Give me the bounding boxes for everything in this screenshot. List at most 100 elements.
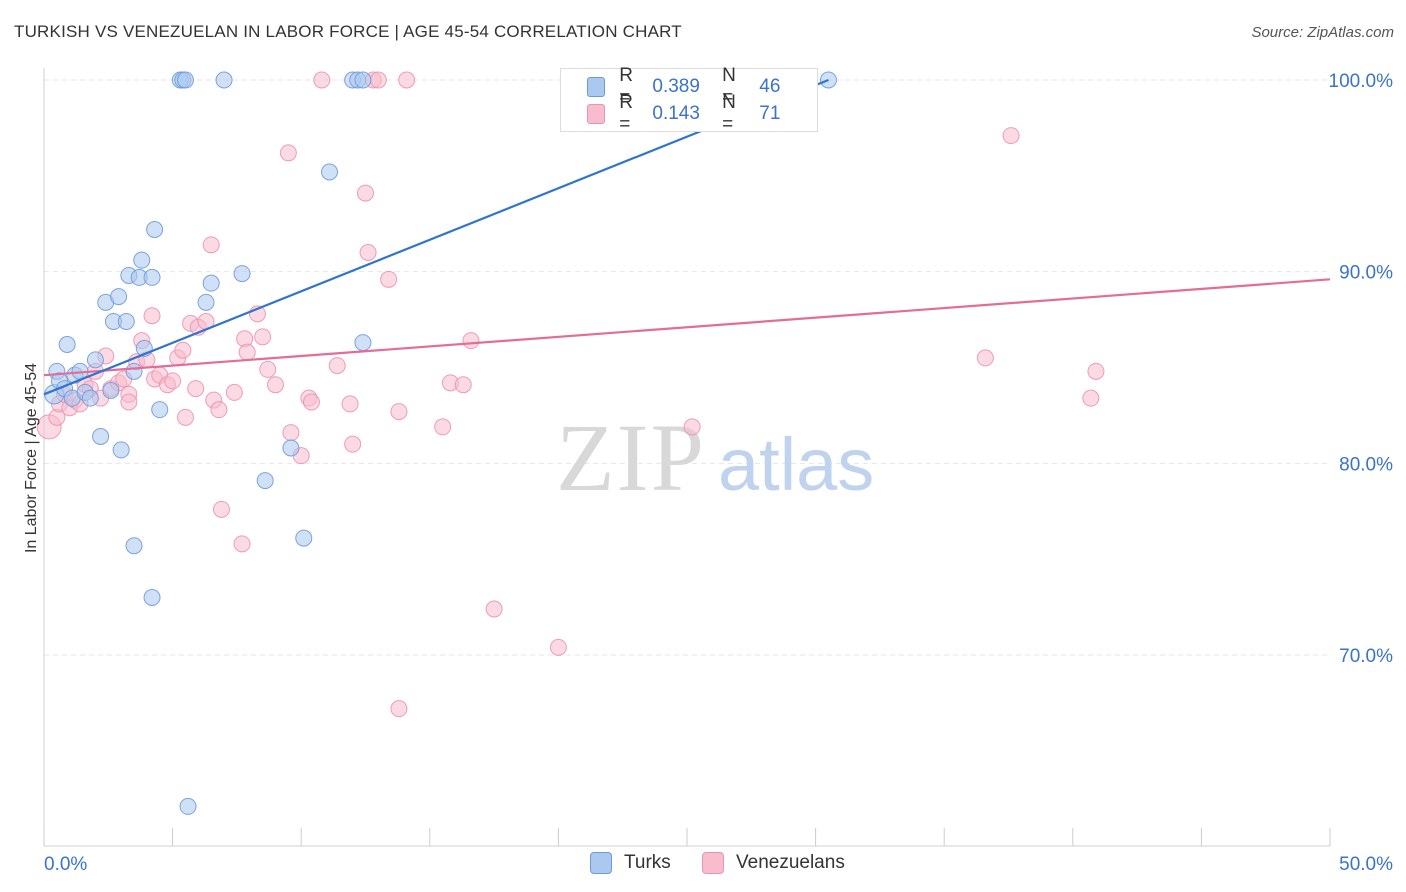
turks-point [295, 529, 313, 547]
legend-r-value: 0.143 [652, 103, 700, 124]
legend-r-value: 0.389 [652, 76, 700, 97]
legend-label-turks: Turks [624, 852, 671, 873]
venezuelans-point [390, 403, 408, 421]
turks-point [86, 351, 104, 369]
turks-point [125, 362, 143, 380]
turks-point [215, 71, 233, 89]
turks-point [282, 439, 300, 457]
turks-point [233, 265, 251, 283]
turks-point [146, 221, 164, 238]
legend-n-label: N = [722, 65, 736, 108]
venezuelans-point [174, 341, 192, 359]
series-legend: Turks Venezuelans [0, 852, 1406, 878]
venezuelans-point [212, 500, 230, 518]
legend-n-label: N = [722, 92, 736, 135]
legend-swatch-turks [590, 852, 612, 874]
venezuelans-point [210, 401, 228, 419]
turks-trend-line [43, 78, 829, 396]
watermark-atlas: atlas [718, 423, 874, 506]
venezuelans-point [176, 408, 194, 426]
venezuelans-point [202, 236, 220, 254]
venezuelans-point [1002, 127, 1020, 145]
turks-point [202, 274, 220, 292]
legend-n-value: 71 [759, 103, 781, 124]
legend-r-label: R = [619, 92, 633, 135]
venezuelans-point [398, 71, 416, 89]
turks-point [81, 389, 99, 407]
grid-layer [44, 79, 1330, 656]
venezuelans-point [976, 349, 994, 367]
y-tick-label: 70.0% [1339, 646, 1393, 667]
watermark: ZIP atlas [556, 404, 874, 511]
legend-label-venezuelans: Venezuelans [736, 852, 845, 873]
tick-labels: 70.0% 80.0% 90.0% 100.0% 0.0% 50.0% [44, 71, 1393, 875]
legend-swatch-venezuelans [587, 104, 606, 124]
venezuelans-point [266, 376, 284, 394]
turks-point [179, 797, 197, 815]
axis-layer [43, 68, 1331, 847]
venezuelans-point [369, 71, 387, 89]
legend-r-label: R = [619, 65, 633, 108]
venezuelans-point [1082, 389, 1100, 407]
venezuelans-points [36, 71, 1105, 718]
trend-lines [43, 78, 1331, 396]
venezuelans-point [187, 380, 205, 398]
turks-point [125, 537, 143, 555]
turks-point [151, 401, 169, 419]
venezuelans-point [357, 184, 374, 202]
venezuelans-point [462, 332, 480, 350]
turks-point [256, 472, 274, 490]
turks-point [197, 293, 215, 311]
turks-point [143, 589, 161, 606]
venezuelans-point [254, 328, 272, 346]
turks-points [44, 71, 837, 815]
turks-point [117, 313, 135, 330]
venezuelans-point [328, 357, 346, 375]
turks-point [176, 71, 194, 89]
turks-point [92, 428, 110, 445]
venezuelans-point [390, 700, 408, 718]
legend-swatch-venezuelans [702, 852, 724, 874]
venezuelans-point [454, 376, 472, 394]
turks-point [133, 251, 151, 269]
venezuelans-point [225, 383, 243, 401]
venezuelans-point [313, 71, 331, 89]
chart-source: Source: ZipAtlas.com [1251, 24, 1394, 41]
turks-point [58, 336, 76, 353]
turks-point [320, 163, 338, 181]
venezuelans-point [359, 244, 377, 261]
turks-point [102, 382, 120, 399]
watermark-zip: ZIP [556, 404, 706, 511]
venezuelans-point [683, 418, 701, 436]
legend-n-value: 46 [759, 76, 781, 97]
legend-row-turks: R = 0.389 N = 46 [587, 65, 817, 108]
venezuelans-point [259, 360, 277, 378]
turks-point [354, 334, 372, 352]
chart-title: TURKISH VS VENEZUELAN IN LABOR FORCE | A… [14, 22, 682, 41]
turks-point [110, 288, 128, 306]
venezuelans-point [120, 393, 138, 411]
legend-item-turks[interactable]: Turks [590, 852, 671, 874]
y-tick-label: 80.0% [1339, 454, 1393, 475]
x-tick-label: 50.0% [1339, 854, 1393, 875]
venezuelans-point [279, 144, 297, 162]
venezuelans-point [434, 418, 452, 436]
turks-point [112, 441, 130, 459]
legend-row-venezuelans: R = 0.143 N = 71 [587, 92, 817, 135]
venezuelans-point [238, 343, 256, 361]
venezuelans-point [549, 638, 567, 656]
venezuelans-point [164, 372, 182, 390]
stats-legend: R = 0.389 N = 46 R = 0.143 N = 71 [560, 65, 818, 135]
turks-point [143, 268, 161, 286]
y-axis-title: In Labor Force | Age 45-54 [23, 362, 40, 554]
venezuelans-point [282, 424, 300, 442]
venezuelans-point [143, 307, 161, 325]
venezuelans-point [344, 435, 362, 453]
venezuelans-point [1087, 362, 1105, 380]
legend-item-venezuelans[interactable]: Venezuelans [702, 852, 845, 874]
venezuelans-trend-line [43, 278, 1331, 377]
venezuelans-point [233, 535, 251, 553]
y-tick-label: 100.0% [1329, 71, 1394, 92]
venezuelans-point [302, 393, 320, 411]
